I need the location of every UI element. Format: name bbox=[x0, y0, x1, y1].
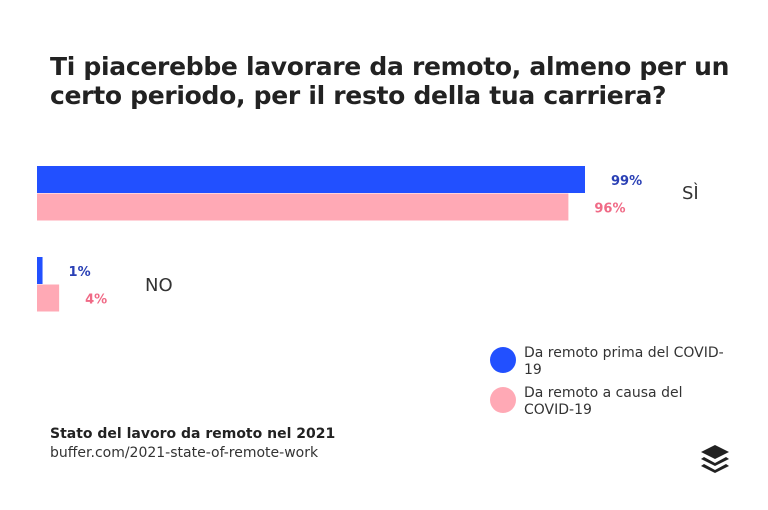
data-label: 1% bbox=[69, 265, 91, 280]
category-label: SÌ bbox=[682, 182, 699, 204]
bar-SÌ-1 bbox=[37, 193, 569, 221]
legend-swatch-pink bbox=[490, 387, 516, 413]
category-label: NO bbox=[145, 275, 173, 296]
bar-NO-1 bbox=[37, 284, 60, 312]
bar-NO-0 bbox=[37, 257, 43, 284]
legend-item-before: Da remoto prima del COVID-19 bbox=[490, 345, 724, 379]
legend-item-because: Da remoto a causa del COVID-19 bbox=[490, 385, 734, 419]
legend-label: Da remoto a causa del COVID-19 bbox=[524, 385, 683, 418]
data-label: 96% bbox=[594, 202, 625, 217]
source-title: Stato del lavoro da remoto nel 2021 bbox=[50, 426, 336, 442]
legend-label: Da remoto prima del COVID-19 bbox=[524, 345, 724, 378]
bar-SÌ-0 bbox=[37, 166, 585, 193]
legend-swatch-blue bbox=[490, 347, 516, 373]
data-label: 4% bbox=[85, 293, 107, 308]
chart-title: Ti piacerebbe lavorare da remoto, almeno… bbox=[50, 52, 730, 110]
source-url[interactable]: buffer.com/2021-state-of-remote-work bbox=[50, 445, 319, 461]
data-label: 99% bbox=[611, 174, 642, 189]
buffer-layers-icon bbox=[701, 445, 729, 473]
